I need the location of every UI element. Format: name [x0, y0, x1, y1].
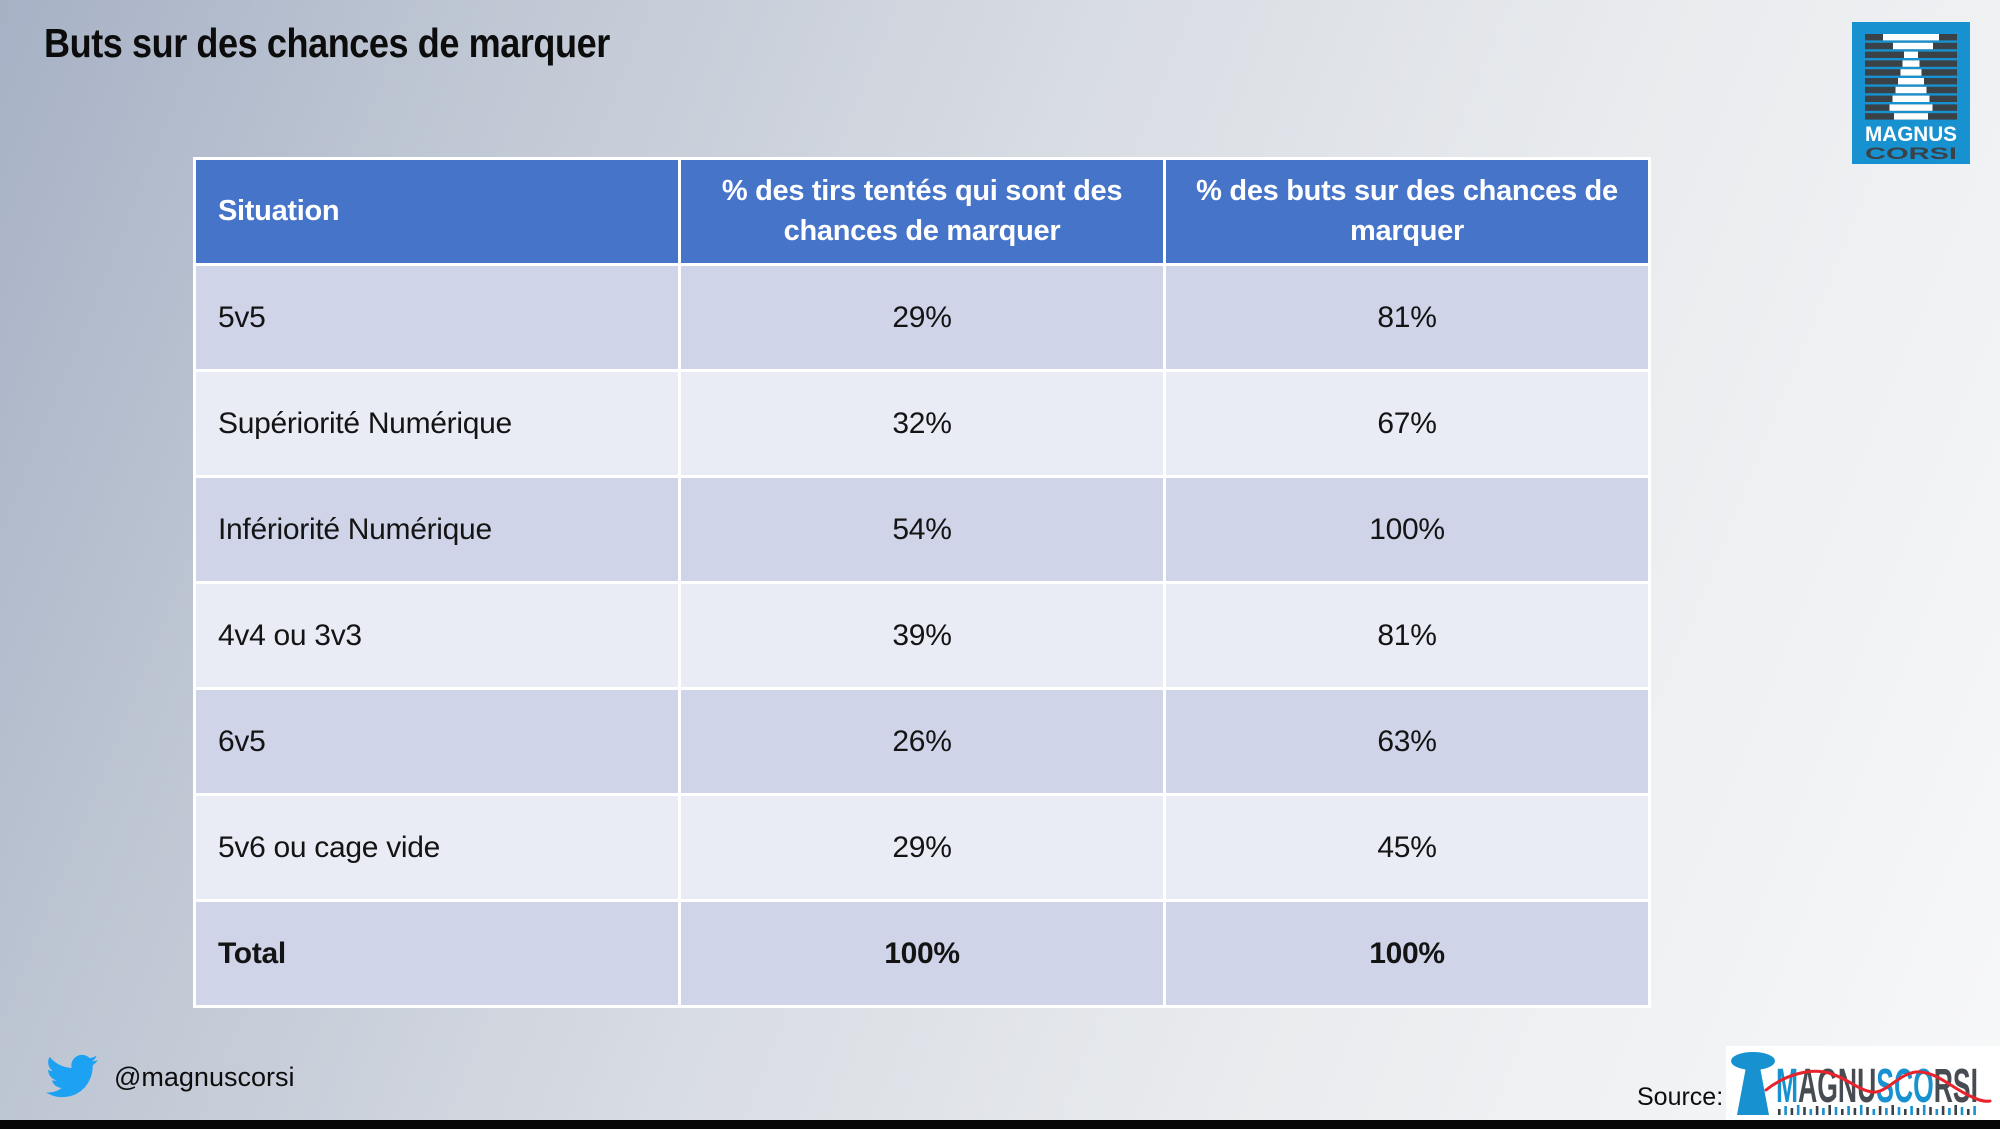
trend-line-graphic: [1764, 1069, 1992, 1103]
barcode-ticks: [1778, 1105, 1976, 1115]
row-label: Supériorité Numérique: [193, 369, 681, 478]
magnuscorsi-footer-logo: MAGNUSCORSI: [1726, 1046, 2000, 1120]
table-row-total: Total 100% 100%: [193, 899, 1651, 1008]
table-header-row: Situation % des tirs tentés qui sont des…: [193, 157, 1651, 266]
goals-pct-total: 100%: [1163, 899, 1651, 1008]
goals-pct-value: 81%: [1163, 581, 1651, 690]
shots-pct-value: 54%: [678, 475, 1166, 584]
table-row: 4v4 ou 3v3 39% 81%: [193, 581, 1651, 690]
shots-pct-total: 100%: [678, 899, 1166, 1008]
shots-pct-value: 32%: [678, 369, 1166, 478]
table-row: Supériorité Numérique 32% 67%: [193, 369, 1651, 478]
shots-pct-value: 26%: [678, 687, 1166, 796]
row-label: 5v6 ou cage vide: [193, 793, 681, 902]
page-title: Buts sur des chances de marquer: [44, 20, 610, 66]
magnus-corsi-corner-logo: MAGNUS CORSI: [1852, 22, 1970, 164]
row-label: 6v5: [193, 687, 681, 796]
col-header-shots-pct: % des tirs tentés qui sont des chances d…: [678, 157, 1166, 266]
goals-pct-value: 67%: [1163, 369, 1651, 478]
shots-pct-value: 39%: [678, 581, 1166, 690]
goals-pct-value: 63%: [1163, 687, 1651, 796]
col-header-situation: Situation: [193, 157, 681, 266]
goals-pct-value: 100%: [1163, 475, 1651, 584]
shots-pct-value: 29%: [678, 263, 1166, 372]
shots-pct-value: 29%: [678, 793, 1166, 902]
stats-table: Situation % des tirs tentés qui sont des…: [193, 157, 1651, 1008]
col-header-goals-pct: % des buts sur des chances de marquer: [1163, 157, 1651, 266]
twitter-icon: [46, 1054, 98, 1098]
row-label-total: Total: [193, 899, 681, 1008]
table-row: 5v6 ou cage vide 29% 45%: [193, 793, 1651, 902]
source-label: Source:: [1637, 1083, 1724, 1111]
footer-logo-wordmark: MAGNUSCORSI: [1776, 1060, 1978, 1113]
table-row: 5v5 29% 81%: [193, 263, 1651, 372]
table-row: Infériorité Numérique 54% 100%: [193, 475, 1651, 584]
goals-pct-value: 81%: [1163, 263, 1651, 372]
logo-text-magnus: MAGNUS: [1865, 123, 1957, 146]
twitter-handle: @magnuscorsi: [114, 1062, 295, 1092]
goals-pct-value: 45%: [1163, 793, 1651, 902]
logo-text-corsi: CORSI: [1865, 144, 1957, 163]
bottom-bar: [0, 1120, 2000, 1129]
pedestal-icon: [1731, 1052, 1775, 1115]
row-label: 5v5: [193, 263, 681, 372]
logo-pedestal-negative: [1883, 34, 1939, 120]
row-label: Infériorité Numérique: [193, 475, 681, 584]
row-label: 4v4 ou 3v3: [193, 581, 681, 690]
table-row: 6v5 26% 63%: [193, 687, 1651, 796]
